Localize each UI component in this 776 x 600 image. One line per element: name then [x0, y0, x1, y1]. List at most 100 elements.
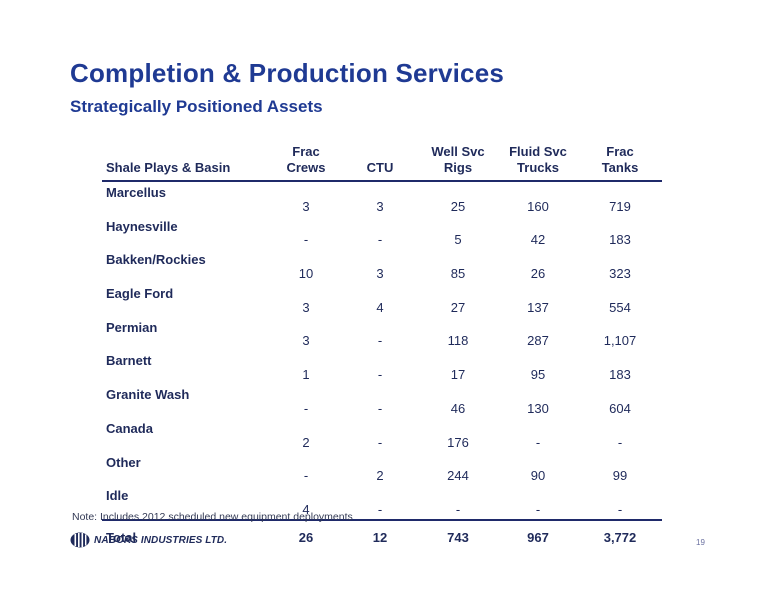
total-cell: 3,772	[603, 530, 637, 546]
table-row: Idle 4 - - - -	[102, 485, 662, 520]
table-cell: 46	[450, 400, 466, 416]
footnote: Note: Includes 2012 scheduled new equipm…	[72, 511, 353, 523]
table-cell: 27	[450, 299, 466, 315]
column-header-line: Well Svc	[431, 144, 485, 159]
table-cell: 1	[302, 367, 310, 383]
column-header-fluid-svc-trucks: Fluid Svc Trucks	[498, 144, 578, 181]
table-cell: 4	[302, 501, 310, 517]
table-cell: 130	[527, 400, 549, 416]
table-cell: 719	[609, 198, 631, 214]
table-row: Bakken/Rockies 10 3 85 26 323	[102, 249, 662, 283]
column-header-well-svc-rigs: Well Svc Rigs	[418, 144, 498, 181]
column-header-line: Tanks	[601, 160, 639, 175]
table-cell: 604	[609, 400, 631, 416]
assets-table: Shale Plays & Basin Frac Crews CTU Well …	[102, 144, 662, 555]
table-cell: -	[535, 501, 541, 517]
table-cell: 3	[376, 198, 384, 214]
table-cell: 26	[530, 266, 546, 282]
table-cell: 25	[450, 198, 466, 214]
table-cell: -	[303, 400, 309, 416]
column-header-line: Frac	[606, 144, 634, 159]
company-name: NABORS INDUSTRIES LTD.	[94, 534, 228, 546]
column-header-ctu: CTU	[342, 144, 418, 181]
table-row: Marcellus 3 3 25 160 719	[102, 181, 662, 216]
table-cell: 183	[609, 232, 631, 248]
table-cell: -	[377, 367, 383, 383]
column-header-line: Rigs	[443, 160, 473, 175]
table-cell: 4	[376, 299, 384, 315]
nabors-logo-icon	[70, 532, 90, 548]
total-cell: 743	[447, 530, 469, 546]
table-cell: 183	[609, 367, 631, 383]
table-cell: 42	[530, 232, 546, 248]
column-header-line: Crews	[286, 160, 326, 175]
table-cell: -	[377, 232, 383, 248]
table-cell: 137	[527, 299, 549, 315]
table-row: Other - 2 244 90 99	[102, 452, 662, 486]
column-header-shale-plays: Shale Plays & Basin	[102, 144, 270, 181]
table-cell: 85	[450, 266, 466, 282]
table-cell: -	[377, 400, 383, 416]
page-subtitle: Strategically Positioned Assets	[70, 97, 323, 116]
row-label: Other	[106, 454, 141, 470]
table-row: Granite Wash - - 46 130 604	[102, 384, 662, 418]
row-label: Haynesville	[106, 218, 178, 234]
row-label: Bakken/Rockies	[106, 252, 206, 268]
row-label: Idle	[106, 488, 129, 504]
table-cell: -	[455, 501, 461, 517]
table-cell: -	[303, 232, 309, 248]
table-cell: 2	[302, 434, 310, 450]
column-header-line: Trucks	[517, 160, 559, 175]
row-label: Eagle Ford	[106, 286, 174, 302]
table-row: Canada 2 - 176 - -	[102, 418, 662, 452]
row-label: Granite Wash	[106, 387, 190, 403]
table-cell: 118	[447, 333, 469, 349]
table-cell: 323	[609, 266, 631, 282]
table-cell: -	[377, 501, 383, 517]
table-row: Eagle Ford 3 4 27 137 554	[102, 283, 662, 317]
column-header-line: CTU	[366, 160, 394, 175]
table-cell: -	[617, 501, 623, 517]
page-title: Completion & Production Services	[70, 58, 505, 88]
table-cell: 244	[447, 468, 469, 484]
table-cell: 2	[376, 468, 384, 484]
table-cell: 1,107	[603, 333, 637, 349]
table-cell: 554	[609, 299, 631, 315]
table-cell: 17	[450, 367, 466, 383]
table-body: Marcellus 3 3 25 160 719 Haynesville - -5 42 183 Ba…	[102, 181, 662, 520]
total-cell: 967	[527, 530, 549, 546]
column-header-line: Frac	[292, 144, 320, 159]
column-header-frac-crews: Frac Crews	[270, 144, 342, 181]
table-cell: 99	[612, 468, 628, 484]
column-header-line: Shale Plays & Basin	[106, 160, 231, 175]
table-cell: 3	[302, 333, 310, 349]
row-label: Permian	[106, 319, 158, 335]
table-cell: -	[303, 468, 309, 484]
table-cell: -	[377, 434, 383, 450]
total-label: Total	[106, 530, 137, 546]
table-row: Permian 3 - 118 287 1,107	[102, 317, 662, 351]
table-cell: 3	[302, 299, 310, 315]
table-cell: 95	[530, 367, 546, 383]
table-cell: 3	[302, 198, 310, 214]
row-label: Canada	[106, 420, 153, 436]
table-cell: -	[535, 434, 541, 450]
total-cell: 12	[372, 530, 388, 546]
table-cell: 10	[298, 266, 314, 282]
table-cell: 90	[530, 468, 546, 484]
row-label: Barnett	[106, 353, 152, 369]
table-cell: -	[617, 434, 623, 450]
table-cell: 5	[454, 232, 462, 248]
page-number: 19	[696, 538, 705, 547]
table-cell: 160	[527, 198, 549, 214]
table-cell: -	[377, 333, 383, 349]
table-row: Barnett 1 - 17 95 183	[102, 350, 662, 384]
company-logo: NABORS INDUSTRIES LTD.	[70, 532, 227, 548]
column-header-frac-tanks: Frac Tanks	[578, 144, 662, 181]
table-header-row: Shale Plays & Basin Frac Crews CTU Well …	[102, 144, 662, 181]
table-cell: 176	[447, 434, 469, 450]
column-header-line: Fluid Svc	[509, 144, 567, 159]
table-cell: 3	[376, 266, 384, 282]
table-total-row: Total 26 12 743 967 3,772	[102, 520, 662, 555]
table-cell: 287	[527, 333, 549, 349]
